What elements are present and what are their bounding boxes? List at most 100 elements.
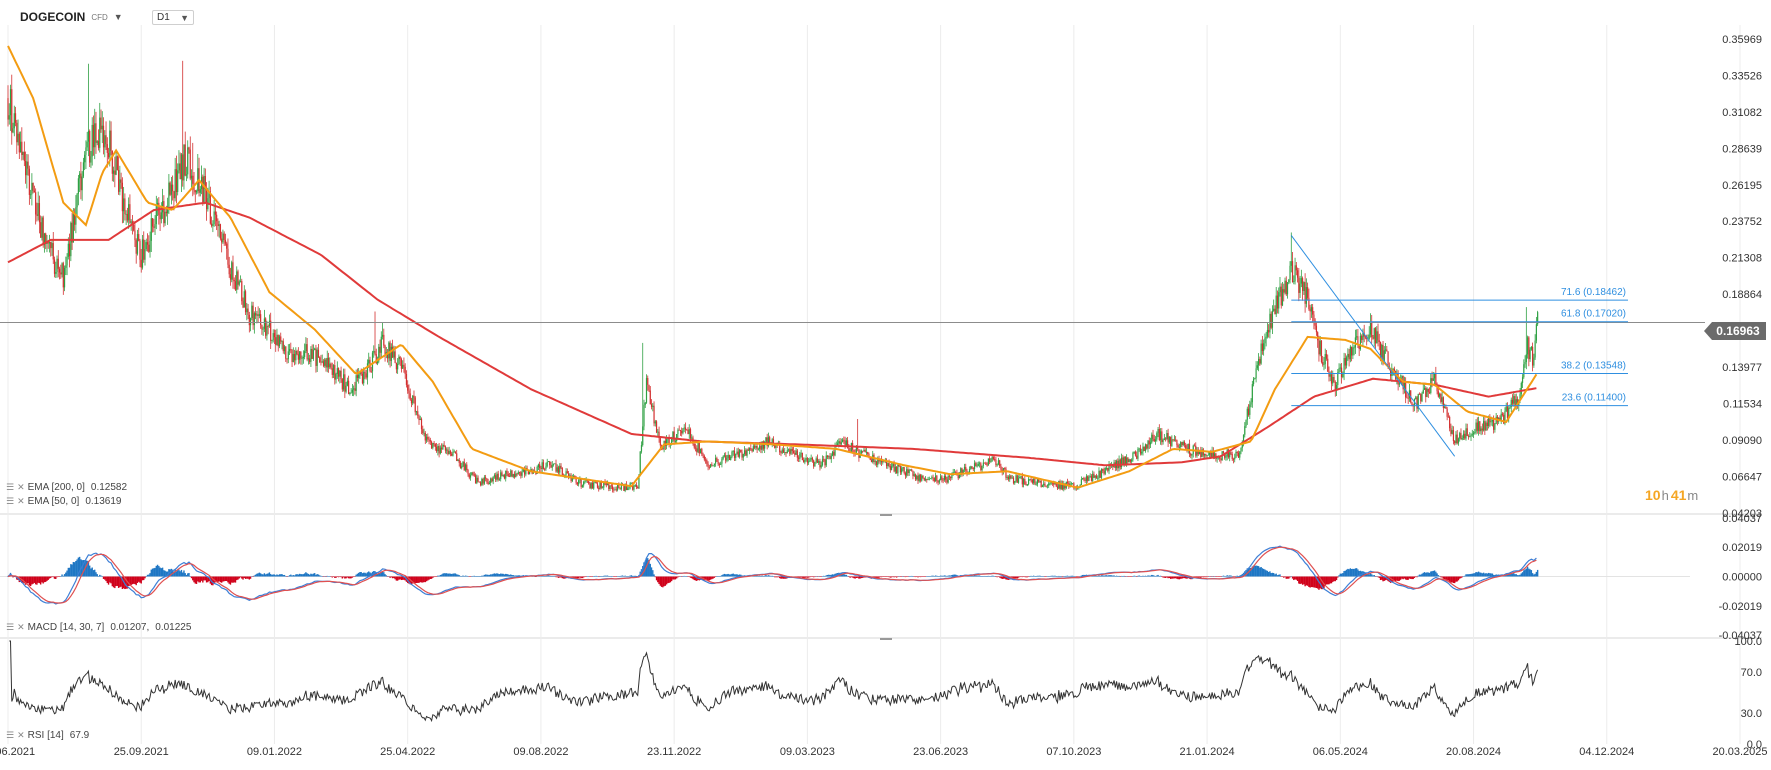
candle-body (765, 437, 767, 442)
macd-histogram-bar (799, 576, 801, 578)
candle-body (1161, 431, 1163, 443)
ema200-legend[interactable]: ☰ ✕ EMA [200, 0] 0.12582 (6, 482, 127, 493)
candle-body (570, 475, 572, 482)
candle-body (1411, 402, 1413, 405)
macd-histogram-bar (429, 576, 432, 579)
candle-body (659, 438, 661, 446)
macd-histogram-bar (929, 575, 932, 577)
symbol-dropdown-icon[interactable]: ▼ (113, 12, 123, 22)
candle-body (1451, 430, 1453, 434)
settings-icon[interactable]: ☰ (6, 482, 15, 492)
candle-body (1353, 347, 1355, 349)
settings-icon[interactable]: ☰ (6, 496, 15, 506)
symbol-header[interactable]: DOGECOIN CFD ▼ (20, 10, 123, 24)
candle-body (68, 243, 71, 257)
macd-histogram-bar (625, 576, 628, 577)
candle-body (273, 333, 276, 338)
candle-body (447, 449, 449, 455)
settings-icon[interactable]: ☰ (6, 730, 15, 740)
macd-histogram-bar (652, 570, 654, 577)
macd-histogram-bar (352, 576, 355, 577)
macd-histogram-bar (1025, 576, 1027, 578)
macd-histogram-bar (542, 575, 545, 577)
candle-body (182, 154, 184, 181)
macd-histogram-bar (985, 576, 987, 577)
macd-histogram-bar (1027, 576, 1030, 577)
candle-body (1439, 394, 1441, 397)
macd-histogram-bar (918, 576, 920, 577)
close-icon[interactable]: ✕ (17, 496, 25, 506)
candle-body (1105, 467, 1108, 469)
macd-histogram-bar (234, 576, 237, 583)
macd-histogram-bar (493, 573, 496, 577)
settings-icon[interactable]: ☰ (6, 622, 15, 632)
candle-body (901, 468, 903, 473)
macd-histogram-bar (461, 576, 463, 577)
fib-trend-line[interactable] (1290, 235, 1456, 457)
close-icon[interactable]: ✕ (17, 622, 25, 632)
macd-legend[interactable]: ☰ ✕ MACD [14, 30, 7] 0.01207, 0.01225 (6, 622, 191, 633)
macd-histogram-bar (385, 575, 388, 577)
candle-body (1461, 438, 1463, 440)
macd-histogram-bar (264, 574, 267, 577)
candle-body (388, 342, 390, 359)
macd-histogram-bar (1264, 569, 1266, 577)
macd-histogram-bar (32, 576, 34, 584)
macd-histogram-bar (1186, 576, 1188, 579)
candle-body (736, 451, 738, 454)
candle-body (310, 348, 312, 362)
rsi-y-tick-label: 70.0 (1741, 667, 1762, 679)
macd-histogram-bar (1289, 576, 1291, 578)
candle-body (1214, 453, 1216, 459)
macd-histogram-bar (1226, 575, 1228, 577)
macd-histogram-bar (420, 576, 423, 583)
timeframe-select[interactable]: D1 ▼ (152, 10, 194, 25)
candle-body (1005, 468, 1007, 478)
candle-body (329, 363, 331, 368)
macd-histogram-bar (501, 573, 503, 577)
macd-histogram-bar (423, 576, 425, 583)
candle-body (1305, 287, 1307, 304)
candle-body (62, 263, 64, 288)
candle-body (1521, 377, 1524, 383)
candle-body (613, 489, 615, 491)
macd-histogram-bar (1398, 576, 1401, 581)
candle-body (1156, 433, 1158, 440)
x-tick-label: 07.10.2023 (1046, 746, 1101, 758)
candle-body (52, 243, 54, 260)
macd-histogram-bar (967, 576, 969, 577)
candle-body (101, 125, 103, 130)
candle-body (1258, 358, 1260, 366)
macd-histogram-bar (1127, 576, 1129, 577)
candle-body (1084, 479, 1086, 481)
macd-histogram-bar (85, 560, 87, 577)
macd-histogram-bar (722, 574, 724, 577)
candle-body (1391, 369, 1393, 376)
candle-body (1392, 368, 1394, 370)
macd-histogram-bar (498, 574, 501, 577)
candle-body (322, 361, 325, 366)
candle-body (168, 182, 170, 207)
candle-body (485, 477, 487, 479)
macd-histogram-bar (246, 576, 248, 579)
candle-body (205, 188, 208, 210)
macd-histogram-bar (992, 575, 995, 577)
macd-histogram-bar (1288, 576, 1290, 579)
macd-histogram-bar (482, 575, 484, 577)
ema200-value: 0.12582 (90, 482, 128, 493)
close-icon[interactable]: ✕ (17, 730, 25, 740)
macd-histogram-bar (1257, 566, 1260, 577)
rsi-legend[interactable]: ☰ ✕ RSI [14] 67.9 (6, 730, 89, 741)
candle-body (178, 163, 180, 171)
macd-histogram-bar (379, 573, 381, 577)
macd-histogram-bar (444, 573, 447, 577)
candle-body (1033, 478, 1035, 483)
ema50-legend[interactable]: ☰ ✕ EMA [50, 0] 0.13619 (6, 496, 121, 507)
candle-body (985, 462, 987, 465)
macd-histogram-bar (345, 576, 347, 579)
close-icon[interactable]: ✕ (17, 482, 25, 492)
candle-body (1148, 440, 1150, 445)
macd-histogram-bar (1311, 576, 1314, 588)
macd-histogram-bar (936, 575, 938, 577)
